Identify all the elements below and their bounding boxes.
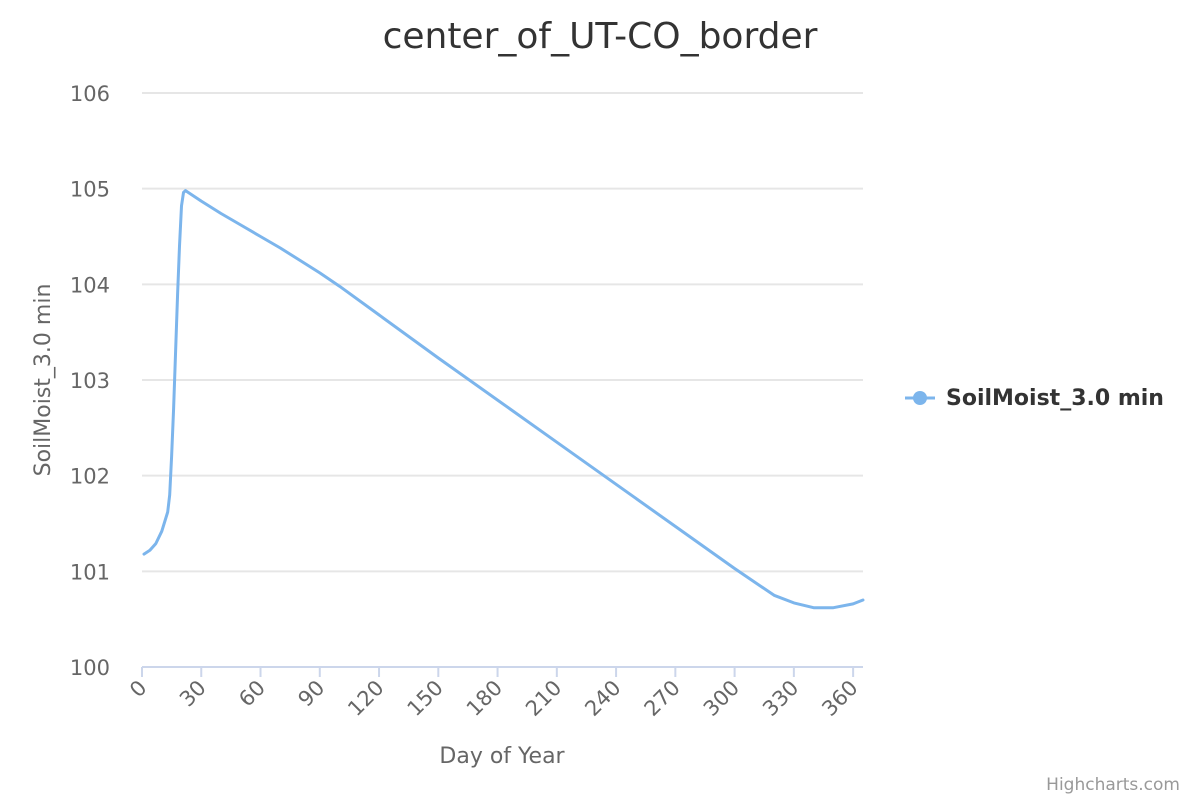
x-tick-label: 330 xyxy=(758,676,803,721)
y-tick-label: 100 xyxy=(70,656,110,680)
y-axis-label: SoilMoist_3.0 min xyxy=(31,284,56,477)
x-tick-label: 210 xyxy=(521,676,566,721)
series-layer xyxy=(142,189,865,610)
x-axis-ticks: 0 30 60 90 120 150 180 210 240 270 300 330 360 xyxy=(125,667,863,721)
x-tick-label: 90 xyxy=(293,676,329,712)
x-tick-label: 270 xyxy=(640,676,685,721)
y-tick-label: 105 xyxy=(70,178,110,202)
x-tick-label: 240 xyxy=(580,676,625,721)
y-axis-ticks: 100 101 102 103 104 105 106 xyxy=(70,82,110,680)
chart-title: center_of_UT-CO_border xyxy=(383,16,818,57)
y-tick-label: 106 xyxy=(70,82,110,106)
y-tick-label: 104 xyxy=(70,273,110,297)
legend-label: SoilMoist_3.0 min xyxy=(946,386,1164,411)
x-tick-label: 150 xyxy=(403,676,448,721)
y-tick-label: 103 xyxy=(70,369,110,393)
x-tick-label: 180 xyxy=(462,676,507,721)
x-tick-label: 60 xyxy=(234,676,270,712)
y-tick-label: 101 xyxy=(70,560,110,584)
y-tick-label: 102 xyxy=(70,465,110,489)
x-tick-label: 30 xyxy=(175,676,211,712)
x-axis-label: Day of Year xyxy=(439,744,565,769)
series-line[interactable] xyxy=(142,189,865,610)
legend-item[interactable]: SoilMoist_3.0 min xyxy=(905,386,1164,411)
grid-lines xyxy=(142,92,863,573)
x-tick-label: 360 xyxy=(817,676,862,721)
credits-link[interactable]: Highcharts.com xyxy=(1046,775,1180,795)
x-tick-label: 300 xyxy=(699,676,744,721)
x-tick-label: 0 xyxy=(125,676,151,702)
x-tick-label: 120 xyxy=(343,676,388,721)
legend-marker-icon xyxy=(913,391,927,405)
